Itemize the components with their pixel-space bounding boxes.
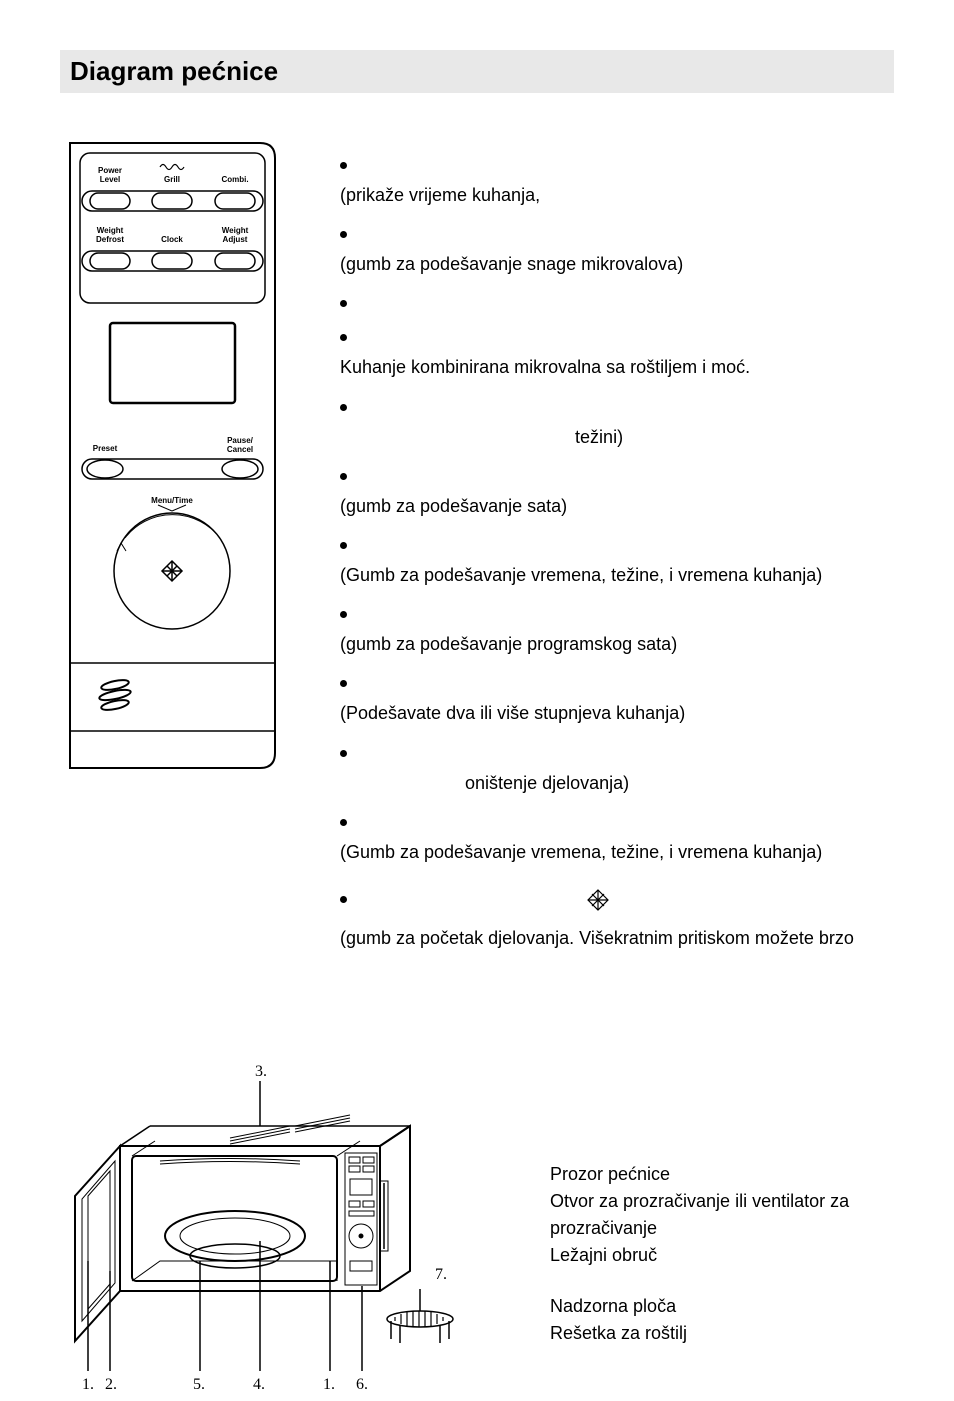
bullet-icon bbox=[340, 611, 347, 618]
desc-sub: Kuhanje kombinirana mikrovalna sa roštil… bbox=[340, 355, 854, 380]
parts-list: Prozor pećnice Otvor za prozračivanje il… bbox=[550, 1061, 894, 1347]
desc-item bbox=[340, 533, 854, 549]
desc-sub: (Gumb za podešavanje vremena, težine, i … bbox=[340, 563, 854, 588]
bullet-icon bbox=[340, 300, 347, 307]
svg-text:7.: 7. bbox=[435, 1266, 447, 1283]
bullet-icon bbox=[340, 334, 347, 341]
desc-item bbox=[340, 153, 854, 169]
desc-item bbox=[340, 325, 854, 341]
part-item: Otvor za prozračivanje ili ventilator za… bbox=[550, 1188, 894, 1242]
description-list: (prikaže vrijeme kuhanja, (gumb za podeš… bbox=[340, 133, 854, 951]
desc-sub: (Gumb za podešavanje vremena, težine, i … bbox=[340, 840, 854, 865]
svg-text:2.: 2. bbox=[105, 1376, 117, 1393]
svg-text:Adjust: Adjust bbox=[223, 235, 248, 244]
desc-sub: (prikaže vrijeme kuhanja, bbox=[340, 183, 854, 208]
desc-sub: (gumb za početak djelovanja. Višekratnim… bbox=[340, 926, 854, 951]
part-item bbox=[550, 1269, 894, 1293]
part-item: Prozor pećnice bbox=[550, 1161, 894, 1188]
desc-item bbox=[340, 464, 854, 480]
svg-text:Defrost: Defrost bbox=[96, 235, 124, 244]
bullet-icon bbox=[340, 896, 347, 903]
part-item: Ležajni obruč bbox=[550, 1242, 894, 1269]
bullet-icon bbox=[340, 819, 347, 826]
desc-item bbox=[340, 887, 854, 912]
svg-text:6.: 6. bbox=[356, 1376, 368, 1393]
desc-sub: (gumb za podešavanje sata) bbox=[340, 494, 854, 519]
bullet-icon bbox=[340, 680, 347, 687]
svg-text:Pause/: Pause/ bbox=[227, 436, 254, 445]
desc-item bbox=[340, 741, 854, 757]
control-panel-diagram: Power Level Grill Combi. Weight Defrost … bbox=[60, 133, 280, 773]
desc-item bbox=[340, 602, 854, 618]
svg-text:1.: 1. bbox=[323, 1376, 335, 1393]
bullet-icon bbox=[340, 231, 347, 238]
bullet-icon bbox=[340, 404, 347, 411]
svg-text:3.: 3. bbox=[255, 1063, 267, 1080]
desc-sub: (gumb za podešavanje snage mikrovalova) bbox=[340, 252, 854, 277]
desc-item bbox=[340, 810, 854, 826]
bullet-icon bbox=[340, 750, 347, 757]
svg-text:Grill: Grill bbox=[164, 175, 180, 184]
svg-text:Weight: Weight bbox=[222, 226, 249, 235]
svg-text:Level: Level bbox=[100, 175, 120, 184]
svg-text:4.: 4. bbox=[253, 1376, 265, 1393]
svg-text:1.: 1. bbox=[82, 1376, 94, 1393]
svg-text:Cancel: Cancel bbox=[227, 445, 253, 454]
svg-text:5.: 5. bbox=[193, 1376, 205, 1393]
svg-text:Combi.: Combi. bbox=[221, 175, 248, 184]
oven-parts-diagram: 3. bbox=[70, 1061, 460, 1401]
upper-section: Power Level Grill Combi. Weight Defrost … bbox=[60, 133, 894, 951]
desc-item bbox=[340, 671, 854, 687]
desc-sub: (Podešavate dva ili više stupnjeva kuhan… bbox=[340, 701, 854, 726]
diamond-icon bbox=[587, 889, 609, 911]
svg-text:Weight: Weight bbox=[97, 226, 124, 235]
desc-sub: (gumb za podešavanje programskog sata) bbox=[340, 632, 854, 657]
svg-text:Preset: Preset bbox=[93, 444, 118, 453]
bullet-icon bbox=[340, 473, 347, 480]
part-item: Nadzorna ploča bbox=[550, 1293, 894, 1320]
desc-item bbox=[340, 395, 854, 411]
svg-text:Clock: Clock bbox=[161, 235, 183, 244]
desc-item bbox=[340, 291, 854, 307]
section-title: Diagram pećnice bbox=[60, 50, 894, 93]
bullet-icon bbox=[340, 162, 347, 169]
desc-sub: oništenje djelovanja) bbox=[340, 771, 854, 796]
bullet-icon bbox=[340, 542, 347, 549]
lower-section: 3. bbox=[70, 1061, 894, 1401]
desc-sub: težini) bbox=[340, 425, 854, 450]
svg-text:Power: Power bbox=[98, 166, 122, 175]
svg-text:Menu/Time: Menu/Time bbox=[151, 496, 193, 505]
part-item: Rešetka za roštilj bbox=[550, 1320, 894, 1347]
desc-item bbox=[340, 222, 854, 238]
